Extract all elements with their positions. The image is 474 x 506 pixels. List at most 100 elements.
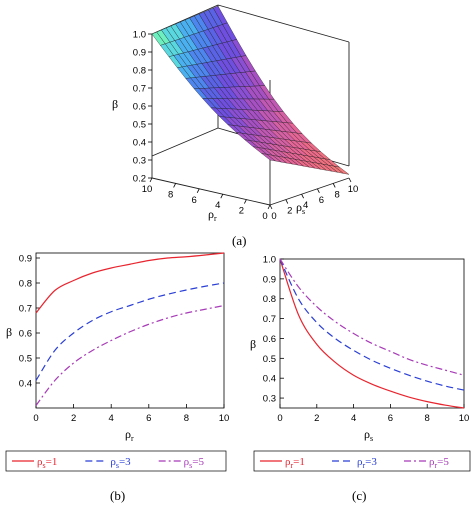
panel-c-x-tick-label: 4 <box>351 413 356 424</box>
panel-a-z-label: β <box>112 97 118 111</box>
panel-a-y-tick-mark <box>317 188 320 193</box>
panel-b-legend-label-2: ρs=3 <box>110 456 131 470</box>
panel-b-ticks: 0 2 4 6 8 10 0.4 0.5 0.6 0.7 0.8 0.9 <box>19 254 230 425</box>
panel-a-y-ticks: 0 2 4 6 8 10 <box>269 177 359 222</box>
panel-b-legend: ρs=1 ρs=3 ρs=5 <box>5 450 227 472</box>
panel-c-x-tick-label: 6 <box>388 413 393 424</box>
panel-c-y-tick-label: 0.8 <box>263 294 276 305</box>
panel-a-y-tick-mark <box>285 199 289 204</box>
panel-b-y-tick-label: 0.4 <box>19 379 32 390</box>
panel-c-y-tick-label: 0.9 <box>263 274 276 285</box>
panel-b-x-tick-label: 10 <box>219 413 230 424</box>
panel-a-y-tick-label: 10 <box>348 184 359 195</box>
panel-c-x-tick-label: 10 <box>459 413 470 424</box>
panel-b-y-tick-label: 0.9 <box>19 254 32 265</box>
panel-c-series-line-3 <box>279 258 465 376</box>
panel-c-line-chart: 0 2 4 6 8 10 0.3 0.4 0.5 0.6 0.7 0.8 0.9 1.0 β ρs ρr=… <box>250 255 471 503</box>
panel-a-x-tick-label: 0 <box>262 211 267 222</box>
panel-c-legend-label-2: ρr=3 <box>357 456 377 470</box>
panel-b-y-tick-label: 0.8 <box>19 279 32 290</box>
panel-a-z-tick-label: 0.6 <box>133 102 146 113</box>
panel-b-y-tick-label: 0.5 <box>19 354 32 365</box>
panel-a-z-tick-label: 0.5 <box>133 120 146 131</box>
panel-a-x-tick-label: 10 <box>142 184 153 195</box>
panel-a-x-tick-mark <box>196 188 200 193</box>
panel-b-x-tick-label: 6 <box>146 413 151 424</box>
panel-b-y-label: β <box>6 325 12 339</box>
panel-b-series-line-3 <box>35 304 225 406</box>
panel-a-y-tick-mark <box>301 194 304 199</box>
panel-c-x-tick-label: 8 <box>425 413 430 424</box>
panel-a-y-tick-mark <box>332 183 336 188</box>
panel-a-y-tick-label: 2 <box>287 206 292 217</box>
panel-b-legend-box <box>5 450 227 472</box>
panel-c-y-label: β <box>250 337 256 351</box>
panel-a-x-tick-mark <box>267 204 271 210</box>
panel-c-x-tick-label: 0 <box>277 413 282 424</box>
panel-c-y-tick-label: 0.4 <box>263 374 276 385</box>
panel-b-x-label: ρr <box>125 427 134 443</box>
panel-c-y-tick-label: 1.0 <box>263 255 276 266</box>
panel-a-y-tick-label: 8 <box>335 189 340 200</box>
panel-c-y-tick-label: 0.5 <box>263 354 276 365</box>
panel-a-surface <box>151 5 350 175</box>
panel-a-y-tick-label: 4 <box>303 200 308 211</box>
panel-c-legend-label-1: ρr=1 <box>285 456 305 470</box>
panel-a-z-tick-label: 0.4 <box>133 138 146 149</box>
panel-a-x-tick-mark <box>220 194 224 199</box>
panel-b-x-tick-label: 0 <box>33 413 38 424</box>
panel-b-series <box>35 252 225 406</box>
panel-c-series <box>279 258 465 409</box>
panel-b-plot-frame <box>35 252 225 409</box>
panel-a-z-tick-label: 0.7 <box>133 84 146 95</box>
panel-a-y-tick-label: 0 <box>271 211 276 222</box>
panel-a-x-tick-mark <box>149 177 153 183</box>
panel-b-caption: (b) <box>110 488 125 503</box>
panel-b-series-line-1 <box>35 252 225 314</box>
panel-c-plot-frame <box>279 258 465 409</box>
panel-c-legend-label-3: ρr=5 <box>429 456 449 470</box>
panel-b-series-line-2 <box>35 282 225 381</box>
panel-a-z-tick-label: 1.0 <box>133 30 146 41</box>
panel-c-y-tick-label: 0.7 <box>263 314 276 325</box>
panel-c-y-tick-label: 0.3 <box>263 394 276 405</box>
panel-b-legend-label-1: ρs=1 <box>37 456 57 470</box>
panel-b-y-tick-label: 0.6 <box>19 329 32 340</box>
panel-a-x-ticks: 10 8 6 4 2 0 <box>142 177 271 222</box>
panel-b-x-tick-label: 2 <box>71 413 76 424</box>
panel-a-z-tick-label: 0.2 <box>133 174 146 185</box>
panel-c-x-label: ρs <box>364 427 373 443</box>
panel-a-x-tick-label: 2 <box>239 206 244 217</box>
panel-a-x-label: ρr <box>208 207 217 223</box>
panel-a-y-label: ρs <box>296 200 305 216</box>
panel-c-series-line-1 <box>279 258 465 409</box>
panel-c-ticks: 0 2 4 6 8 10 0.3 0.4 0.5 0.6 0.7 0.8 0.9 1.0 <box>263 255 470 425</box>
panel-a-z-tick-label: 0.8 <box>133 66 146 77</box>
panel-a-x-tick-label: 8 <box>168 189 173 200</box>
panel-a-x-tick-label: 4 <box>215 200 220 211</box>
panel-c-series-line-2 <box>279 258 465 391</box>
panel-b-legend-label-3: ρs=5 <box>184 456 205 470</box>
panel-a-x-tick-mark <box>244 199 247 204</box>
panel-a-x-tick-mark <box>173 183 176 188</box>
panel-a-z-tick-label: 0.9 <box>133 48 146 59</box>
panel-c-legend-box <box>253 450 471 472</box>
panel-b-line-chart: 0 2 4 6 8 100.40.50.60.70.80.9 β ρr ρs=1 ρs=3 ρ… <box>5 252 230 503</box>
panel-b-x-tick-label: 8 <box>184 413 189 424</box>
panel-c-y-tick-label: 0.6 <box>263 334 276 345</box>
panel-a-surface-patch <box>333 166 350 175</box>
panel-c-x-tick-label: 2 <box>314 413 319 424</box>
panel-c-legend: ρr=1 ρr=3 ρr=5 <box>253 450 471 472</box>
panel-b-y-tick-label: 0.7 <box>19 304 32 315</box>
panel-a-caption: (a) <box>232 233 246 248</box>
panel-a-y-tick-mark <box>269 204 273 210</box>
panel-b-x-tick-label: 4 <box>109 413 114 424</box>
panel-c-caption: (c) <box>352 488 366 503</box>
panel-a-y-tick-mark <box>348 177 352 183</box>
panel-a-z-tick-label: 0.3 <box>133 156 146 167</box>
panel-a-z-ticks: 0.2 0.3 0.4 0.5 0.6 0.7 0.8 0.9 1.0 <box>133 30 152 185</box>
panel-a-y-tick-label: 6 <box>319 195 324 206</box>
panel-a-x-tick-label: 6 <box>192 195 197 206</box>
